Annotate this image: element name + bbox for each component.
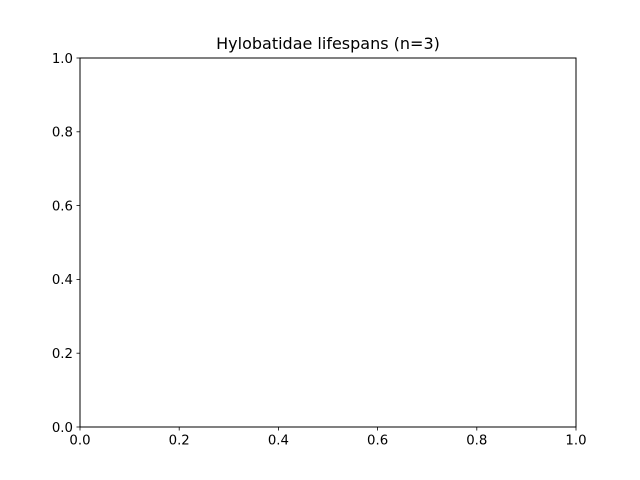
plot-frame [79,57,577,428]
axis-ticks: 0.0 0.2 0.4 0.6 0.8 1.0 0.0 0.2 0.4 0.6 0.8 1.0 [52,52,587,449]
x-tick-label: 0.8 [466,434,487,449]
y-tick-label: 0.2 [52,347,73,362]
x-tick-label: 0.0 [69,434,90,449]
chart-title: Hylobatidae lifespans (n=3) [216,34,440,53]
x-tick-label: 0.4 [268,434,289,449]
x-tick-label: 0.2 [169,434,190,449]
x-tick-label: 0.6 [367,434,388,449]
y-tick-label: 0.4 [52,273,73,288]
x-tick-label: 1.0 [565,434,586,449]
y-tick-label: 0.6 [52,199,73,214]
y-tick-label: 0.0 [52,421,73,436]
y-tick-label: 1.0 [52,52,73,67]
y-tick-label: 0.8 [52,126,73,141]
